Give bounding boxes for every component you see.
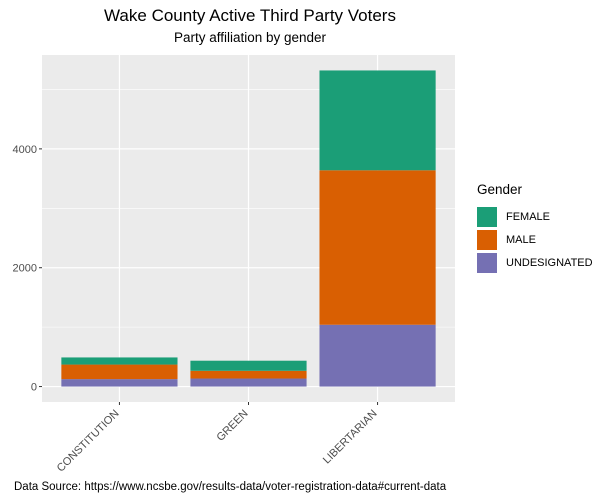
bar-undesignated-constitution: [61, 379, 178, 387]
x-tick-label: LIBERTARIAN: [321, 408, 380, 467]
data-source-caption: Data Source: https://www.ncsbe.gov/resul…: [14, 481, 447, 493]
legend-title: Gender: [477, 182, 523, 197]
legend-key-male: [477, 229, 497, 250]
y-tick-label: 0: [31, 382, 37, 394]
legend-label-undesignated: UNDESIGNATED: [506, 256, 593, 269]
x-tick-label: GREEN: [214, 408, 250, 444]
legend-item-male: MALE: [477, 228, 593, 251]
bars: [61, 70, 436, 387]
bar-undesignated-green: [190, 378, 307, 387]
y-axis: 0 2000 4000: [13, 144, 42, 394]
legend-key-undesignated: [477, 252, 497, 273]
y-tick-label: 4000: [13, 144, 37, 156]
x-tick-label: CONSTITUTION: [55, 408, 122, 475]
legend-label-male: MALE: [506, 233, 536, 246]
bar-female-libertarian: [319, 70, 436, 171]
bar-male-libertarian: [319, 170, 436, 325]
bar-undesignated-libertarian: [319, 324, 436, 387]
y-tick-label: 2000: [13, 263, 37, 275]
legend: Gender FEMALE MALE UNDESIGNATED: [477, 182, 593, 274]
legend-label-female: FEMALE: [506, 210, 551, 223]
bar-female-constitution: [61, 357, 178, 365]
x-axis: CONSTITUTION GREEN LIBERTARIAN: [55, 402, 380, 474]
legend-key-female: [477, 206, 497, 227]
bar-female-green: [190, 360, 307, 371]
chart-subtitle: Party affiliation by gender: [173, 30, 327, 45]
chart-title: Wake County Active Third Party Voters: [104, 6, 396, 25]
legend-item-female: FEMALE: [477, 205, 593, 228]
legend-item-undesignated: UNDESIGNATED: [477, 251, 593, 274]
bar-male-green: [190, 370, 307, 379]
bar-male-constitution: [61, 364, 178, 380]
